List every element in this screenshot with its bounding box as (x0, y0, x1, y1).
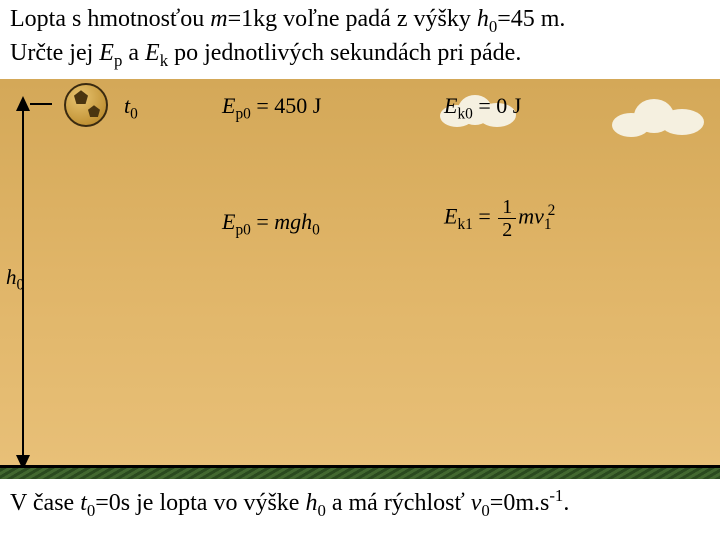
ep-numeric: Ep0 = 450 J (222, 93, 321, 123)
ek-formula: Ek1 = 12mv12 (444, 197, 555, 240)
top-tick (30, 103, 52, 105)
arrow-head-up-icon (16, 96, 30, 111)
footer-statement: V čase t0=0s je lopta vo výške h0 a má r… (0, 479, 720, 526)
ek-numeric: Ek0 = 0 J (444, 93, 521, 123)
sky-background (0, 79, 720, 469)
cloud-icon (612, 95, 708, 137)
ep-formula: Ep0 = mgh0 (222, 209, 320, 239)
ball-icon (64, 83, 108, 127)
problem-statement: Lopta s hmotnosťou m=1kg voľne padá z vý… (0, 0, 720, 79)
t0-label: t0 (124, 93, 138, 123)
physics-diagram: h0 t0 Ep0 = 450 J Ek0 = 0 J Ep0 = mgh0 E… (0, 79, 720, 479)
h0-label: h0 (2, 264, 24, 294)
ground (0, 465, 720, 479)
